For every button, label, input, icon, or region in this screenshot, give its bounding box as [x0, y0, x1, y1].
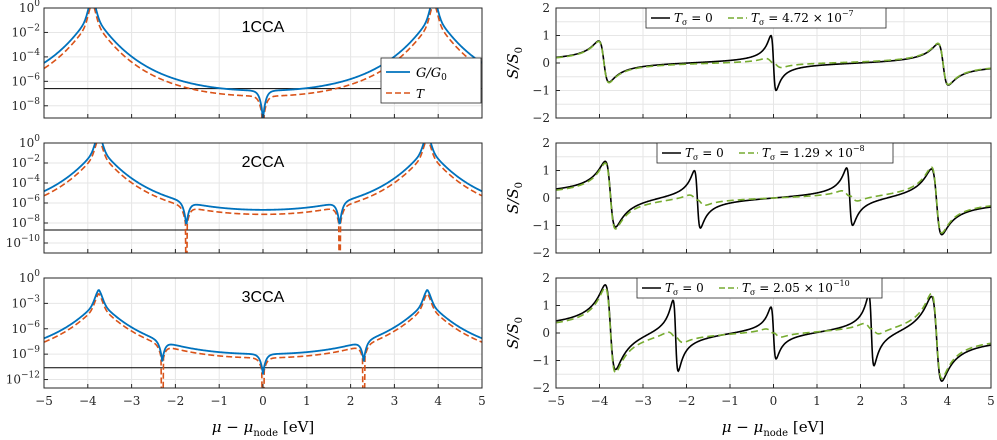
y-tick-label: 10−6 — [11, 72, 40, 88]
y-tick-label: −1 — [532, 219, 550, 233]
legend-exact-label: Tσ = 0 — [674, 11, 713, 27]
legend-G-label: G/G0 — [416, 66, 447, 83]
y-tick-label: −1 — [532, 84, 550, 98]
y-tick-label: 1 — [542, 299, 550, 313]
x-tick-label: 0 — [770, 394, 778, 408]
y-tick-label: 10−2 — [11, 23, 40, 39]
x-tick-label: 3 — [391, 394, 399, 408]
y-tick-label: 10−8 — [11, 97, 40, 113]
series-G-line — [44, 289, 482, 375]
x-tick-label: −1 — [210, 394, 228, 408]
y-tick-label: 10−6 — [11, 320, 40, 336]
series-approx-line — [556, 40, 991, 86]
x-tick-label: −2 — [678, 394, 696, 408]
x-tick-label: −4 — [591, 394, 609, 408]
x-tick-label: −5 — [547, 394, 565, 408]
x-tick-label: −3 — [634, 394, 652, 408]
series-G-line — [44, 143, 482, 225]
right-panel-2: 2 1 0 −1 −2 S/S0 Tσ = 0 Tσ = 1.29 × 10−8 — [504, 136, 992, 260]
legend: G/G0 T — [380, 57, 482, 104]
x-tick-label: 2 — [347, 394, 355, 408]
y-tick-label: 10−8 — [11, 214, 40, 230]
y-tick-label: 1 — [542, 164, 550, 178]
x-tick-label: −5 — [35, 394, 53, 408]
series-group — [44, 143, 482, 253]
legend-approx-label: Tσ = 4.72 × 10−7 — [751, 9, 854, 27]
legend: Tσ = 0 Tσ = 1.29 × 10−8 — [656, 142, 894, 164]
series-group — [44, 289, 482, 388]
series-approx-line — [556, 286, 991, 380]
left-x-axis-label: μ − μnode [eV] — [212, 418, 315, 439]
series-approx-line — [556, 162, 991, 234]
left-panel-2: 100 10−2 10−4 10−6 10−8 10−10 2CCA — [6, 134, 483, 254]
left-panel-3: 100 10−3 10−6 10−9 10−12 −5 −4 −3 −2 −1 0 1 2 3 4 5 3CCA — [6, 269, 486, 408]
y-tick-label: −2 — [532, 246, 550, 260]
y-tick-label: 10−12 — [6, 371, 40, 387]
y-tick-label: −2 — [532, 381, 550, 395]
legend-exact-label: Tσ = 0 — [685, 146, 724, 162]
y-tick-label: 0 — [542, 56, 550, 70]
legend-T-label: T — [416, 87, 425, 101]
series-T-line — [44, 293, 482, 388]
y-tick-label: 10−10 — [6, 234, 41, 250]
left-panel-1: 100 10−2 10−4 10−6 10−8 1CCA G/G0 T — [11, 0, 483, 119]
y-axis-label: S/S0 — [504, 47, 525, 79]
legend-box — [645, 7, 887, 29]
panel-title: 2CCA — [242, 154, 285, 171]
y-tick-label: 10−2 — [11, 154, 40, 170]
legend-box — [380, 57, 482, 104]
y-tick-label: −2 — [532, 111, 550, 125]
x-tick-label: 1 — [303, 394, 311, 408]
y-tick-label: 100 — [19, 269, 40, 285]
y-tick-label: 10−6 — [11, 194, 40, 210]
right-x-axis-label: μ − μnode [eV] — [722, 418, 825, 439]
y-tick-label: 10−4 — [11, 48, 40, 64]
x-tick-label: 5 — [478, 394, 486, 408]
y-tick-label: 2 — [542, 1, 550, 15]
x-tick-label: −1 — [721, 394, 739, 408]
legend-box — [656, 142, 894, 164]
series-group — [556, 34, 991, 92]
x-tick-label: −4 — [79, 394, 97, 408]
y-tick-label: 100 — [19, 134, 40, 150]
y-tick-label: 1 — [542, 29, 550, 43]
x-tick-label: 1 — [813, 394, 821, 408]
y-tick-label: 0 — [542, 191, 550, 205]
series-G-line — [44, 8, 482, 118]
x-tick-label: 4 — [944, 394, 952, 408]
x-tick-label: 2 — [857, 394, 865, 408]
panel-title: 1CCA — [242, 19, 285, 36]
y-tick-label: 0 — [542, 326, 550, 340]
legend-approx-label: Tσ = 2.05 × 10−10 — [742, 279, 850, 297]
series-group — [556, 284, 991, 382]
x-tick-label: 4 — [434, 394, 442, 408]
right-panel-1: 2 1 0 −1 −2 S/S0 Tσ = 0 Tσ = 4.72 × 10−7 — [504, 1, 992, 125]
series-group — [556, 160, 991, 236]
y-tick-label: −1 — [532, 354, 550, 368]
panel-title: 3CCA — [242, 289, 285, 306]
x-tick-label: −3 — [123, 394, 141, 408]
legend-box — [636, 277, 883, 299]
legend-exact-label: Tσ = 0 — [665, 281, 704, 297]
series-T-line — [44, 8, 482, 118]
y-tick-label: 2 — [542, 271, 550, 285]
x-tick-label: 5 — [987, 394, 995, 408]
y-tick-label: 10−9 — [11, 345, 40, 361]
y-tick-label: 100 — [19, 0, 40, 15]
legend: Tσ = 0 Tσ = 4.72 × 10−7 — [645, 7, 887, 29]
y-axis-label: S/S0 — [504, 317, 525, 349]
x-tick-label: 3 — [900, 394, 908, 408]
legend: Tσ = 0 Tσ = 2.05 × 10−10 — [636, 277, 883, 299]
y-tick-label: 10−4 — [11, 174, 40, 190]
x-tick-label: −2 — [167, 394, 185, 408]
y-tick-label: 2 — [542, 136, 550, 150]
series-T-line — [44, 143, 482, 253]
legend-approx-label: Tσ = 1.29 × 10−8 — [762, 144, 865, 162]
y-tick-label: 10−3 — [11, 294, 40, 310]
x-tick-label: 0 — [259, 394, 267, 408]
y-axis-label: S/S0 — [504, 182, 525, 214]
